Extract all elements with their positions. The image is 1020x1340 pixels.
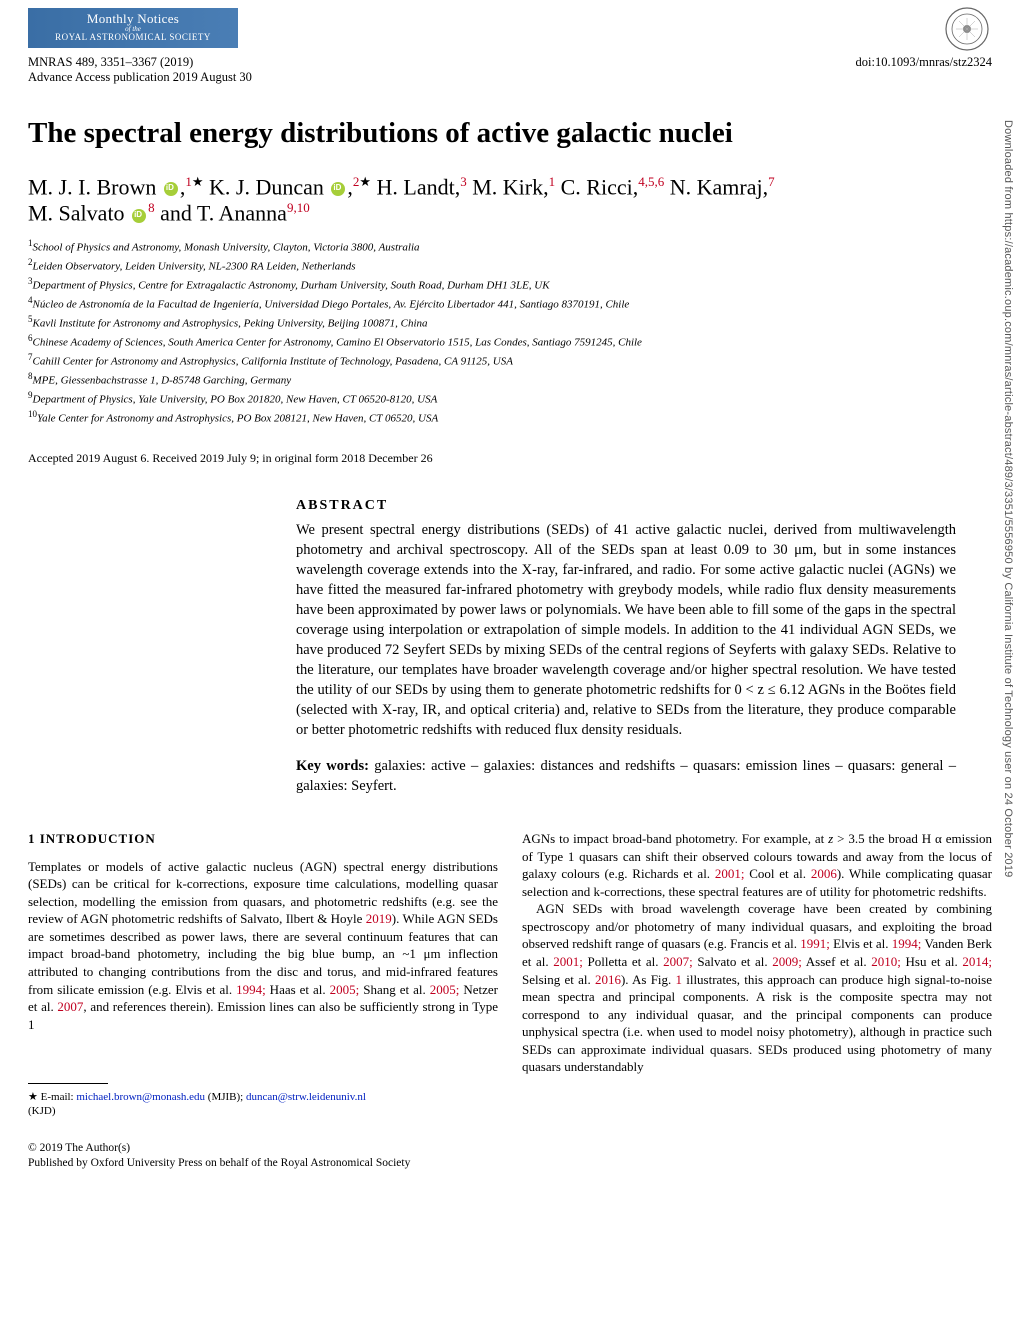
ref-link[interactable]: 2014; (962, 954, 992, 969)
email-link[interactable]: duncan@strw.leidenuniv.nl (246, 1091, 366, 1103)
ras-seal-icon (944, 6, 990, 52)
page-title: The spectral energy distributions of act… (0, 85, 1020, 150)
aff-sup[interactable]: 8 (148, 200, 155, 215)
advance-access: Advance Access publication 2019 August 3… (0, 70, 1020, 85)
corresponding-footnote: ★ E-mail: michael.brown@monash.edu (MJIB… (28, 1090, 498, 1119)
affil-6: 6Chinese Academy of Sciences, South Amer… (28, 332, 992, 351)
affil-5: 5Kavli Institute for Astronomy and Astro… (28, 313, 992, 332)
ref-link[interactable]: 1994; (236, 982, 266, 997)
intro-p2: AGNs to impact broad-band photometry. Fo… (522, 830, 992, 900)
ref-link[interactable]: 2001; (553, 954, 583, 969)
ref-link[interactable]: 2001; (715, 866, 745, 881)
author-list: M. J. I. Brown ,1★ K. J. Duncan ,2★ H. L… (0, 150, 1020, 227)
star-symbol: ★ (28, 1091, 38, 1103)
affil-7: 7Cahill Center for Astronomy and Astroph… (28, 351, 992, 370)
ref-link[interactable]: 2005; (430, 982, 460, 997)
email-link[interactable]: michael.brown@monash.edu (76, 1091, 205, 1103)
affil-2: 2Leiden Observatory, Leiden University, … (28, 256, 992, 275)
journal-badge: Monthly Notices of the ROYAL ASTRONOMICA… (28, 8, 238, 48)
intro-p1: Templates or models of active galactic n… (28, 858, 498, 1033)
author-landt: H. Landt, (377, 174, 461, 199)
affil-10: 10Yale Center for Astronomy and Astrophy… (28, 408, 992, 427)
copyright-line1: © 2019 The Author(s) (28, 1141, 992, 1156)
star-sup: ★ (192, 174, 204, 189)
author-duncan: K. J. Duncan (209, 174, 324, 199)
section-heading: 1 INTRODUCTION (28, 830, 498, 848)
doi: doi:10.1093/mnras/stz2324 (856, 55, 992, 70)
ref-link[interactable]: 2019 (366, 911, 392, 926)
affil-8: 8MPE, Giessenbachstrasse 1, D-85748 Garc… (28, 370, 992, 389)
author-ricci: C. Ricci, (561, 174, 639, 199)
affil-3: 3Department of Physics, Centre for Extra… (28, 275, 992, 294)
ref-link[interactable]: 2010; (871, 954, 901, 969)
affil-4: 4Núcleo de Astronomía de la Facultad de … (28, 294, 992, 313)
orcid-icon[interactable] (132, 209, 146, 223)
star-sup: ★ (359, 174, 371, 189)
copyright-block: © 2019 The Author(s) Published by Oxford… (0, 1119, 1020, 1181)
aff-sup[interactable]: 1 (549, 174, 556, 189)
affil-1: 1School of Physics and Astronomy, Monash… (28, 237, 992, 256)
aff-sup[interactable]: 3 (460, 174, 467, 189)
download-note: Downloaded from https://academic.oup.com… (1002, 120, 1014, 877)
orcid-icon[interactable] (164, 182, 178, 196)
footnote-separator (28, 1083, 108, 1084)
ref-link[interactable]: 1994; (892, 936, 922, 951)
meta-line: MNRAS 489, 3351–3367 (2019) doi:10.1093/… (0, 55, 1020, 70)
abstract-block: ABSTRACT We present spectral energy dist… (296, 466, 956, 796)
journal-name-line3: ROYAL ASTRONOMICAL SOCIETY (28, 32, 238, 42)
right-column: AGNs to impact broad-band photometry. Fo… (522, 830, 992, 1119)
keywords-label: Key words: (296, 758, 369, 774)
ref-link[interactable]: 1991; (800, 936, 830, 951)
author-salvato: M. Salvato (28, 201, 125, 226)
fig-link[interactable]: 1 (676, 972, 683, 987)
abstract-heading: ABSTRACT (296, 498, 956, 514)
aff-sup[interactable]: 4,5,6 (638, 174, 664, 189)
abstract-text: We present spectral energy distributions… (296, 520, 956, 740)
orcid-icon[interactable] (331, 182, 345, 196)
affiliation-list: 1School of Physics and Astronomy, Monash… (0, 227, 1020, 427)
citation: MNRAS 489, 3351–3367 (2019) (28, 55, 193, 70)
header-bar: Monthly Notices of the ROYAL ASTRONOMICA… (0, 0, 1020, 55)
intro-p3: AGN SEDs with broad wavelength coverage … (522, 900, 992, 1075)
ref-link[interactable]: 2005; (330, 982, 360, 997)
author-brown: M. J. I. Brown (28, 174, 156, 199)
affil-9: 9Department of Physics, Yale University,… (28, 389, 992, 408)
ref-link[interactable]: 2007 (57, 999, 83, 1014)
ref-link[interactable]: 2016 (595, 972, 621, 987)
left-column: 1 INTRODUCTION Templates or models of ac… (28, 830, 498, 1119)
copyright-line2: Published by Oxford University Press on … (28, 1156, 992, 1171)
ref-link[interactable]: 2009; (772, 954, 802, 969)
keywords-text: galaxies: active – galaxies: distances a… (296, 758, 956, 794)
accepted-line: Accepted 2019 August 6. Received 2019 Ju… (0, 427, 1020, 466)
body-columns: 1 INTRODUCTION Templates or models of ac… (0, 796, 1020, 1119)
author-kirk: M. Kirk, (472, 174, 548, 199)
keywords: Key words: galaxies: active – galaxies: … (296, 756, 956, 796)
author-kamraj: N. Kamraj, (670, 174, 768, 199)
aff-sup[interactable]: 7 (768, 174, 775, 189)
ref-link[interactable]: 2006 (811, 866, 837, 881)
author-ananna: and T. Ananna (160, 201, 287, 226)
ref-link[interactable]: 2007; (663, 954, 693, 969)
aff-sup[interactable]: 9,10 (287, 200, 310, 215)
